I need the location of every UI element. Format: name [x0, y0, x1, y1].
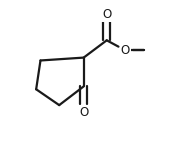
Text: O: O — [79, 106, 88, 119]
Text: O: O — [102, 8, 111, 21]
Text: O: O — [121, 44, 130, 57]
